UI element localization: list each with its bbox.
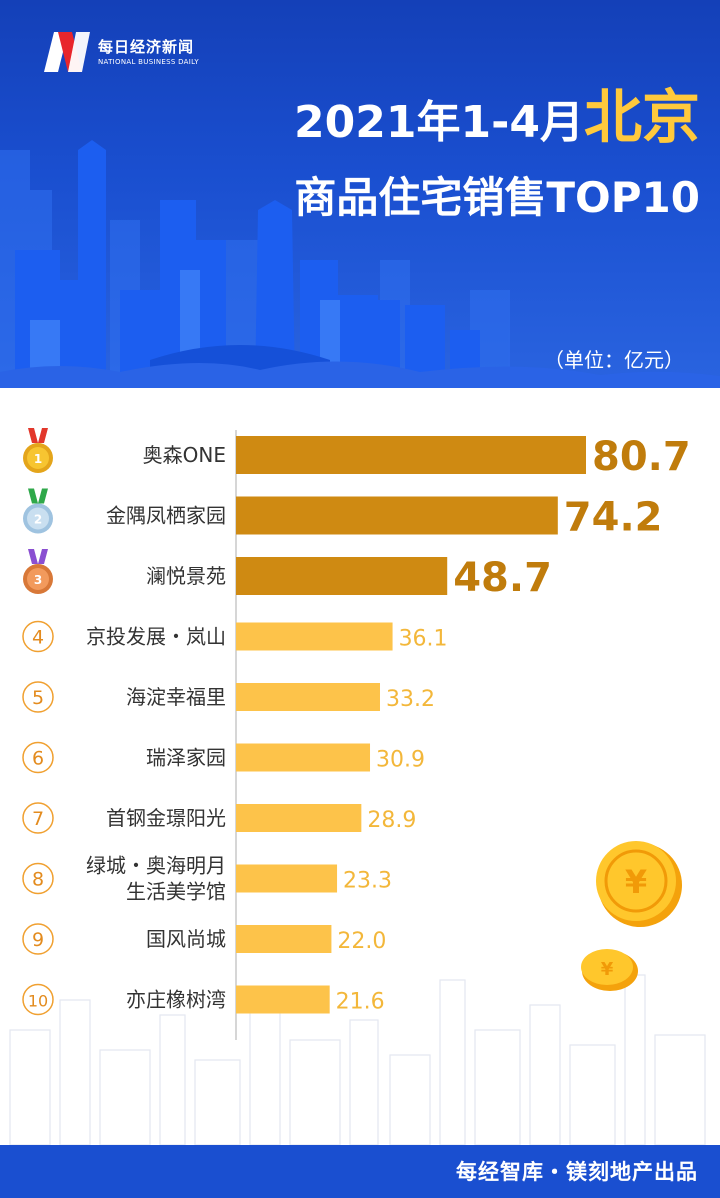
title-period: 2021年1-4月 bbox=[294, 97, 584, 148]
rank-number: 8 bbox=[32, 869, 44, 891]
category-label: 首钢金璟阳光 bbox=[106, 806, 226, 830]
category-label: 海淀幸福里 bbox=[126, 685, 226, 709]
bar bbox=[236, 622, 393, 651]
bronze-medal-icon: 3 bbox=[23, 549, 53, 594]
bar bbox=[236, 804, 362, 832]
nbd-logo-icon bbox=[44, 32, 90, 72]
category-label: 瑞泽家园 bbox=[146, 746, 226, 770]
rank-circle bbox=[22, 681, 54, 713]
value-label: 33.2 bbox=[386, 687, 435, 712]
rank-number: 7 bbox=[32, 808, 44, 830]
rank-number: 10 bbox=[28, 992, 48, 1011]
rank-circle bbox=[22, 741, 54, 774]
background-city-outline bbox=[9, 974, 706, 1145]
value-label: 21.6 bbox=[336, 990, 385, 1015]
silver-medal-icon: 2 bbox=[23, 488, 53, 534]
city-skyline-illustration bbox=[0, 140, 720, 388]
bar bbox=[236, 683, 380, 711]
rank-circle bbox=[22, 620, 54, 653]
rank-circle bbox=[22, 983, 54, 1016]
rank-circle bbox=[22, 923, 54, 955]
category-label: 金隅凤栖家园 bbox=[106, 504, 226, 528]
category-label: 京投发展・岚山 bbox=[86, 625, 226, 649]
rank-number: 6 bbox=[32, 748, 44, 770]
bar bbox=[236, 925, 332, 953]
category-label: 奥森ONE bbox=[143, 443, 226, 467]
value-label: 80.7 bbox=[592, 434, 691, 480]
value-label: 36.1 bbox=[399, 627, 448, 652]
bar bbox=[236, 436, 586, 474]
rank-number: 4 bbox=[32, 627, 44, 649]
value-label: 48.7 bbox=[453, 555, 552, 601]
rank-circle bbox=[22, 802, 54, 834]
value-label: 30.9 bbox=[376, 748, 425, 773]
page-title-line1: 2021年1-4月北京 bbox=[0, 82, 700, 158]
page-title-line2: 商品住宅销售TOP10 bbox=[294, 173, 700, 222]
gold-medal-icon: 1 bbox=[23, 428, 53, 473]
unit-label: （单位：亿元） bbox=[544, 348, 684, 372]
rank-number: 9 bbox=[32, 929, 44, 951]
value-label: 28.9 bbox=[367, 808, 416, 833]
footer-bar: 每经智库・镁刻地产出品 bbox=[0, 1145, 720, 1198]
bar bbox=[236, 864, 338, 893]
category-label: 澜悦景苑 bbox=[146, 564, 226, 588]
logo: 每日经济新闻 NATIONAL BUSINESS DAILY bbox=[42, 28, 199, 74]
category-label: 亦庄橡树湾 bbox=[126, 988, 226, 1012]
rank-number: 3 bbox=[34, 573, 42, 587]
rank-number: 2 bbox=[34, 513, 42, 527]
svg-text:¥: ¥ bbox=[601, 959, 614, 980]
bar bbox=[236, 557, 448, 595]
rank-circle bbox=[22, 862, 54, 895]
logo-chinese-name: 每日经济新闻 bbox=[98, 38, 195, 56]
svg-text:¥: ¥ bbox=[625, 863, 647, 901]
coins-illustration: ¥ ¥ bbox=[581, 841, 682, 991]
title-city: 北京 bbox=[583, 83, 700, 151]
bar bbox=[236, 496, 558, 535]
value-label: 74.2 bbox=[564, 495, 663, 541]
logo-english-name: NATIONAL BUSINESS DAILY bbox=[98, 58, 199, 66]
category-label: 绿城・奥海明月生活美学馆 bbox=[86, 854, 226, 904]
category-label: 国风尚城 bbox=[146, 927, 226, 951]
bar bbox=[236, 743, 371, 772]
rank-number: 1 bbox=[34, 452, 42, 466]
value-label: 23.3 bbox=[343, 869, 392, 894]
sales-bar-chart: 1 奥森ONE 80.7 2 金隅凤栖家园 74.2 3 澜悦景苑 48.7 4 京投发展・岚山 36… bbox=[22, 428, 691, 1040]
header-banner: 每日经济新闻 NATIONAL BUSINESS DAILY 2021年1-4月… bbox=[0, 0, 720, 388]
bar bbox=[236, 985, 330, 1014]
value-label: 22.0 bbox=[337, 929, 386, 954]
footer-credit: 每经智库・镁刻地产出品 bbox=[456, 1160, 698, 1184]
rank-number: 5 bbox=[32, 687, 44, 709]
